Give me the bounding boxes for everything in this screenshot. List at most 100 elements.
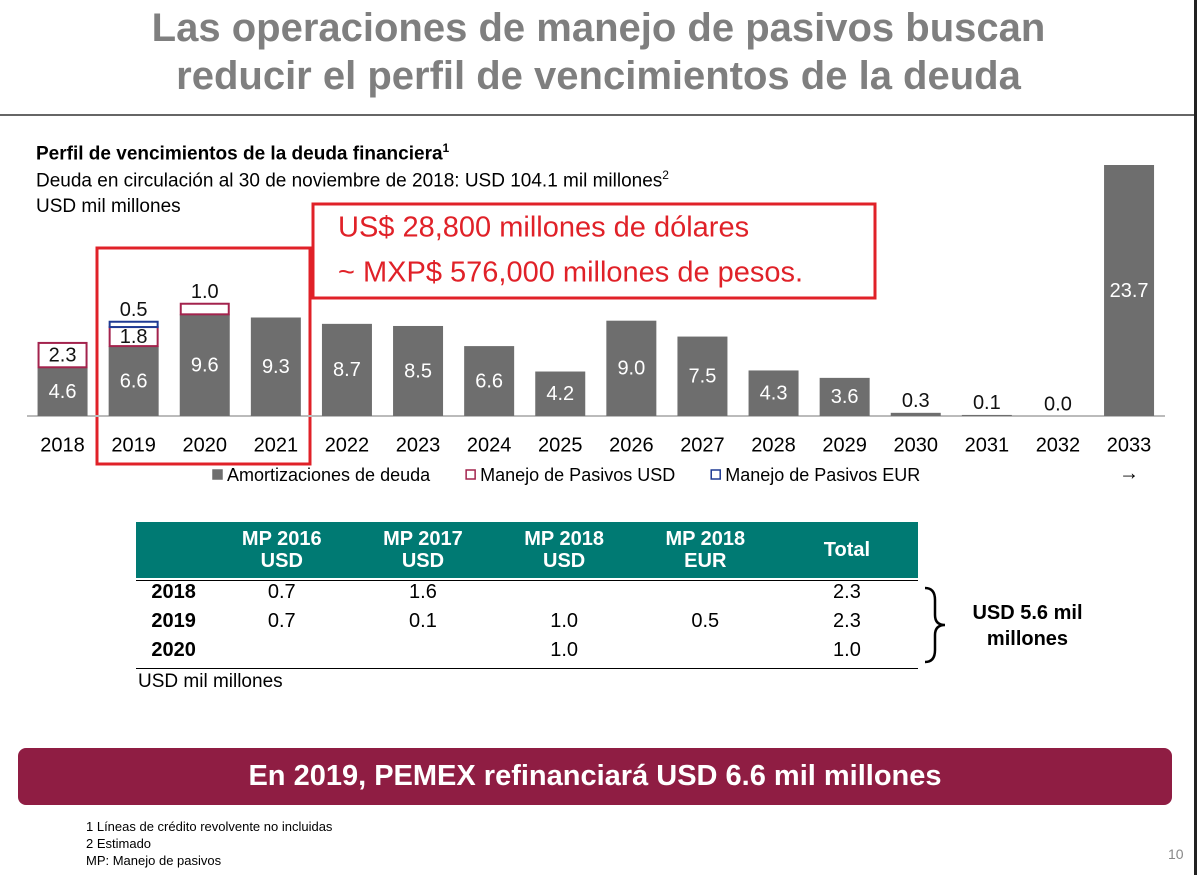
title: Las operaciones de manejo de pasivos bus… bbox=[0, 4, 1197, 100]
table-cell: 2.3 bbox=[833, 581, 861, 603]
legend-label: Manejo de Pasivos USD bbox=[480, 465, 675, 485]
bar-segment bbox=[37, 341, 88, 369]
annotation: ~ MXP$ 576,000 millones de pesos. bbox=[338, 257, 803, 289]
footnote: MP: Manejo de pasivos bbox=[86, 853, 222, 868]
value-label: 23.7 bbox=[1110, 280, 1149, 302]
table-cell bbox=[494, 578, 635, 607]
note: 1 bbox=[442, 141, 450, 155]
annotation-box bbox=[311, 202, 877, 300]
header-cell: MP 2017 USD bbox=[352, 522, 494, 578]
table-cell: 2.3 bbox=[833, 610, 861, 632]
table-cell: 1.0 bbox=[550, 639, 579, 661]
table-wrap: MP 2016 USD MP 2017 USD MP 2018 USD MP 2018… bbox=[136, 522, 918, 665]
value-label: 1.8 bbox=[120, 326, 148, 348]
banner: En 2019, PEMEX refinanciará USD 6.6 mil … bbox=[18, 748, 1172, 805]
x-tick-label: 2020 bbox=[183, 434, 228, 456]
table-cell: 1.6 bbox=[409, 581, 437, 603]
legend-label: Manejo de Pasivos EUR bbox=[725, 465, 920, 485]
table-cell: 0.7 bbox=[267, 581, 296, 603]
chart: US$ 28,800 millones de dólares ~ MXP$ 57… bbox=[27, 165, 1165, 485]
legend-swatch bbox=[212, 469, 223, 480]
table-cell: 1.0 bbox=[833, 639, 861, 661]
row-label: 2019 bbox=[151, 610, 196, 632]
bar-segment bbox=[464, 346, 515, 416]
highlight-box bbox=[95, 246, 312, 466]
value-label: 0.3 bbox=[902, 390, 930, 412]
header-cell: Total bbox=[775, 522, 918, 578]
x-tick-label: 2033 bbox=[1107, 434, 1152, 456]
bar-segment bbox=[179, 302, 230, 316]
table-unit: USD mil millones bbox=[138, 671, 283, 692]
value-label: 9.6 bbox=[191, 354, 219, 376]
chart-subtitle: Deuda en circulación al 30 de noviembre … bbox=[36, 168, 669, 192]
brace bbox=[924, 586, 946, 664]
unit-label: USD mil millones bbox=[36, 196, 181, 217]
table-cell bbox=[635, 578, 776, 607]
table-row: 2020 1.0 1.0 bbox=[136, 636, 918, 665]
x-tick-label: 2029 bbox=[822, 434, 867, 456]
value-label: 9.0 bbox=[617, 358, 645, 380]
table-rule bbox=[136, 668, 918, 669]
legend-swatch bbox=[465, 469, 476, 480]
x-tick-label: 2022 bbox=[325, 434, 370, 456]
bar-segment bbox=[108, 346, 159, 416]
bar-segment bbox=[748, 370, 799, 416]
bar-segment bbox=[37, 367, 88, 416]
footnotes: 1 Líneas de crédito revolvente no inclui… bbox=[86, 818, 332, 869]
edge bbox=[1194, 0, 1197, 875]
value-label: 0.1 bbox=[973, 392, 1001, 414]
bar-segment bbox=[321, 323, 372, 416]
table-cell: 0.1 bbox=[409, 610, 437, 632]
table-cell bbox=[352, 636, 493, 665]
x-tick-label: 2031 bbox=[965, 434, 1010, 456]
note: 2 bbox=[662, 168, 669, 182]
bar-segment bbox=[606, 320, 657, 416]
value-label: 0.5 bbox=[120, 299, 148, 321]
header-cell: MP 2018 EUR bbox=[634, 522, 776, 578]
bar-segment bbox=[393, 325, 444, 416]
footnote: 1 Líneas de crédito revolvente no inclui… bbox=[86, 819, 333, 834]
x-tick-label: 2023 bbox=[396, 434, 441, 456]
x-tick-label: 2026 bbox=[609, 434, 654, 456]
x-tick-label: 2024 bbox=[467, 434, 512, 456]
table-cell: 0.7 bbox=[267, 610, 296, 632]
value-label: 3.6 bbox=[831, 386, 859, 408]
table-cell: 0.5 bbox=[691, 610, 720, 632]
title-line: reducir el perfil de vencimientos de la … bbox=[176, 54, 1021, 98]
sum-label: USD 5.6 mil millones bbox=[972, 602, 1083, 650]
value-label: 4.2 bbox=[546, 383, 574, 405]
value-label: 2.3 bbox=[49, 344, 77, 366]
subtitle-text: Deuda en circulación al 30 de noviembre … bbox=[36, 170, 663, 192]
table-rule bbox=[136, 580, 918, 581]
footnote: 2 Estimado bbox=[86, 836, 152, 851]
bar-segment bbox=[890, 412, 941, 416]
header-cell bbox=[136, 522, 212, 578]
arrow: → bbox=[1119, 462, 1139, 484]
bar-segment bbox=[961, 414, 1012, 416]
chart-title-text: Perfil de vencimientos de la deuda finan… bbox=[36, 143, 443, 165]
legend-label: Amortizaciones de deuda bbox=[227, 465, 431, 485]
legend-swatch bbox=[710, 469, 721, 480]
value-label: 8.5 bbox=[404, 360, 432, 382]
value-label: 8.7 bbox=[333, 359, 361, 381]
x-tick-label: 2018 bbox=[40, 434, 85, 456]
table: MP 2016 USD MP 2017 USD MP 2018 USD MP 2018… bbox=[136, 522, 918, 665]
row-label: 2020 bbox=[151, 639, 196, 661]
value-label: 7.5 bbox=[689, 366, 717, 388]
page-number: 10 bbox=[1168, 846, 1184, 862]
table-cell bbox=[211, 636, 352, 665]
bar-segment bbox=[535, 371, 586, 416]
table-cell: 1.0 bbox=[550, 610, 579, 632]
title-line: Las operaciones de manejo de pasivos bus… bbox=[151, 6, 1046, 50]
bar-segment bbox=[108, 320, 159, 329]
x-tick-label: 2019 bbox=[111, 434, 156, 456]
row-label: 2018 bbox=[151, 581, 196, 603]
value-label: 1.0 bbox=[191, 281, 219, 303]
x-tick-label: 2028 bbox=[751, 434, 796, 456]
bar-segment bbox=[250, 317, 301, 416]
table-row: 2019 0.7 0.1 1.0 0.5 2.3 bbox=[136, 607, 918, 636]
table-row: 2018 0.7 1.6 2.3 bbox=[136, 578, 918, 607]
header-cell: MP 2018 USD bbox=[493, 522, 635, 578]
header-cell: MP 2016 USD bbox=[211, 522, 353, 578]
